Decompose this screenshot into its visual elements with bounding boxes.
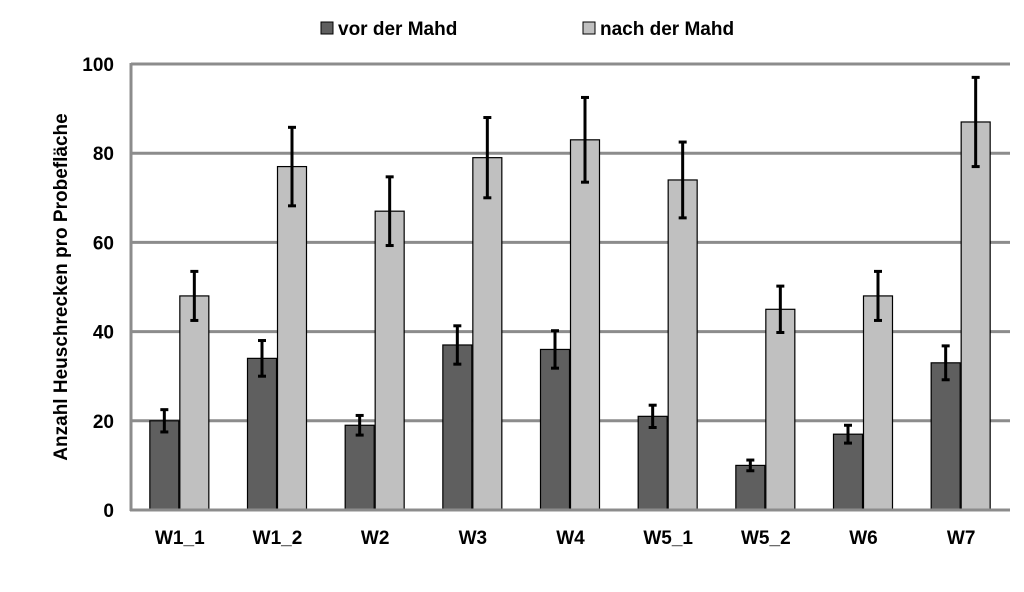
bar-vor-W2 <box>344 424 375 511</box>
bar-nach-W4 <box>569 139 601 511</box>
x-tick-label: W2 <box>361 528 390 549</box>
bar-vor-W7 <box>930 362 961 511</box>
bar-nach-W6 <box>862 295 894 511</box>
y-tick-label: 0 <box>103 501 114 522</box>
legend-label-nach: nach der Mahd <box>600 19 734 40</box>
bar-nach-W1_2 <box>276 165 308 511</box>
y-tick-label: 40 <box>93 323 114 344</box>
y-tick-label: 100 <box>82 55 114 76</box>
legend-label-vor: vor der Mahd <box>338 19 457 40</box>
bar-vor-W1_2 <box>246 357 278 511</box>
legend-swatch-vor <box>320 21 334 35</box>
x-tick-label: W4 <box>556 528 585 549</box>
bar-nach-W5_2 <box>765 308 796 511</box>
y-tick-label: 80 <box>93 144 114 165</box>
x-category-labels: W1_1 W1_2 W2 W3 W4 W5_1 W5_2 W6 W7 <box>155 528 975 549</box>
x-tick-label: W5_2 <box>741 528 791 549</box>
x-tick-label: W3 <box>459 528 488 549</box>
x-tick-label: W5_1 <box>643 528 693 549</box>
legend-swatch-nach <box>582 21 596 35</box>
x-tick-label: W1_1 <box>155 528 205 549</box>
x-tick-label: W6 <box>849 528 878 549</box>
bar-nach-W7 <box>960 121 991 511</box>
bar-nach-W2 <box>374 210 405 511</box>
bars <box>149 121 991 511</box>
y-tick-label: 60 <box>93 233 114 254</box>
bar-nach-W5_1 <box>667 179 698 511</box>
bar-vor-W5_2 <box>735 464 766 511</box>
bar-nach-W3 <box>472 157 503 511</box>
bar-vor-W1_1 <box>149 420 180 511</box>
axes <box>129 63 1010 512</box>
x-tick-label: W1_2 <box>253 528 303 549</box>
error-bars <box>160 75 980 473</box>
y-axis-label: Anzahl Heuschrecken pro Probefläche <box>51 113 72 460</box>
bar-vor-W4 <box>539 348 571 511</box>
bar-vor-W6 <box>832 433 864 511</box>
y-tick-label: 20 <box>93 412 114 433</box>
bar-nach-W1_1 <box>179 295 210 511</box>
legend: vor der Mahd nach der Mahd <box>320 19 734 40</box>
bar-vor-W5_1 <box>637 415 668 511</box>
y-tick-labels: 0 20 40 60 80 100 <box>82 55 114 522</box>
x-tick-label: W7 <box>947 528 976 549</box>
bar-vor-W3 <box>442 344 473 511</box>
